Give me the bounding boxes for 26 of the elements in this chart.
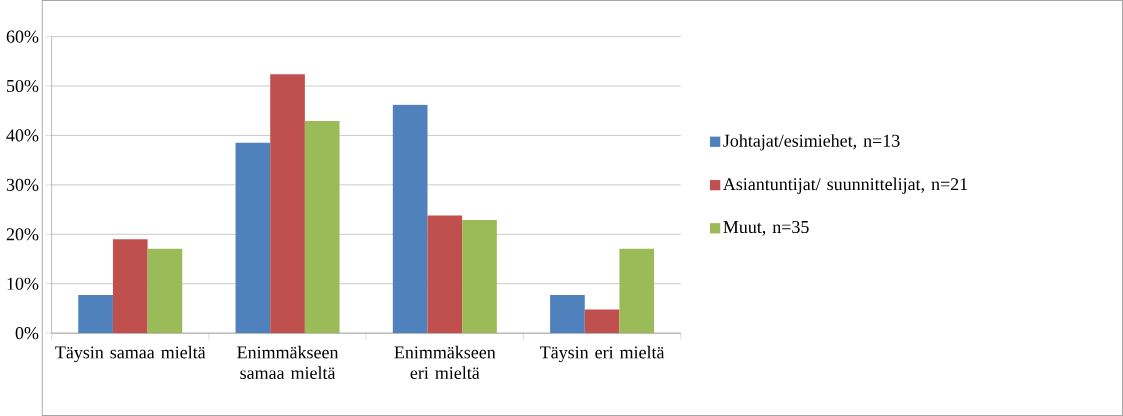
y-tick-label: 30% <box>6 178 39 191</box>
y-tick-label: 0% <box>15 327 39 340</box>
bar <box>550 295 585 334</box>
legend-label: Johtajat/esimiehet, n=13 <box>723 134 900 151</box>
x-tick-label: Enimmäkseen samaa mieltä <box>237 345 339 380</box>
y-tick-label: 20% <box>6 228 39 241</box>
bar <box>392 104 428 334</box>
bar <box>112 239 148 334</box>
bar <box>304 121 340 334</box>
legend-label: Muut, n=35 <box>723 221 809 236</box>
bar <box>78 295 113 334</box>
bar <box>147 248 183 334</box>
x-tick-label: Täysin samaa mieltä <box>55 345 206 363</box>
bar <box>584 309 620 334</box>
bar <box>235 142 271 334</box>
legend-label: Asiantuntijat/ suunnittelijat, n=21 <box>723 177 968 194</box>
x-tick-label: Enimmäkseen eri mieltä <box>394 345 496 380</box>
bar <box>619 248 655 334</box>
bar <box>462 219 497 334</box>
bar <box>270 74 305 334</box>
y-tick-label: 10% <box>7 277 39 290</box>
y-tick-label: 40% <box>6 129 39 142</box>
bar <box>427 215 463 334</box>
y-tick-label: 50% <box>7 79 39 93</box>
y-tick-label: 60% <box>6 30 39 43</box>
x-tick-label: Täysin eri mieltä <box>540 345 665 363</box>
